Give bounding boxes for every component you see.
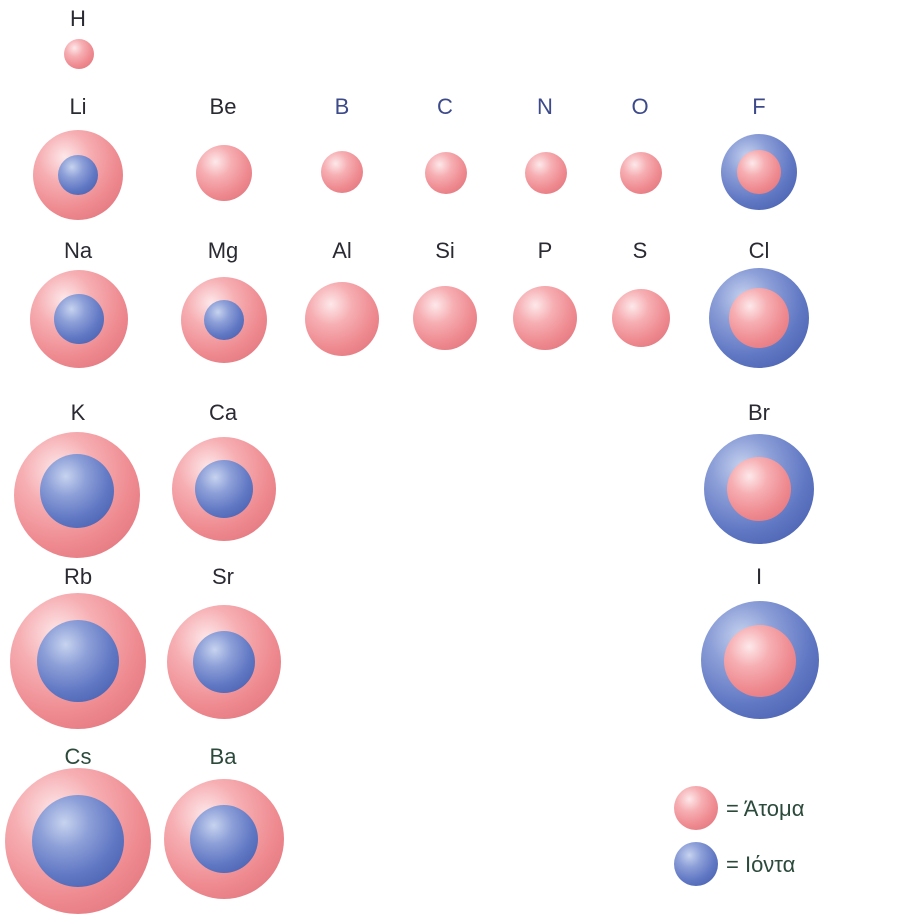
label-ca: Ca bbox=[208, 400, 238, 425]
atom-sphere-n bbox=[525, 152, 567, 194]
label-k: K bbox=[70, 400, 86, 425]
ion-sphere-ba bbox=[190, 805, 258, 873]
label-na: Na bbox=[63, 238, 93, 263]
label-c: C bbox=[437, 94, 453, 119]
atom-sphere-p bbox=[513, 286, 577, 350]
label-br: Br bbox=[748, 400, 770, 425]
ion-sphere-mg bbox=[204, 300, 244, 340]
label-b: B bbox=[334, 94, 350, 119]
label-s: S bbox=[632, 238, 648, 263]
label-be: Be bbox=[209, 94, 237, 119]
atom-sphere-b bbox=[321, 151, 363, 193]
legend-ion-swatch bbox=[674, 842, 718, 886]
label-p: P bbox=[537, 238, 553, 263]
legend-atom-swatch bbox=[674, 786, 718, 830]
atom-sphere-c bbox=[425, 152, 467, 194]
atom-sphere-f bbox=[737, 150, 781, 194]
label-cs: Cs bbox=[64, 744, 92, 769]
ion-sphere-sr bbox=[193, 631, 255, 693]
legend-atom-label: = Άτομα bbox=[726, 796, 805, 821]
atom-sphere-be bbox=[196, 145, 252, 201]
atom-sphere-si bbox=[413, 286, 477, 350]
ion-sphere-k bbox=[40, 454, 114, 528]
label-o: O bbox=[631, 94, 649, 119]
label-i: I bbox=[755, 564, 763, 589]
label-h: H bbox=[70, 6, 86, 31]
atom-sphere-s bbox=[612, 289, 670, 347]
ion-sphere-ca bbox=[195, 460, 253, 518]
label-ba: Ba bbox=[209, 744, 237, 769]
ion-sphere-cs bbox=[32, 795, 124, 887]
ion-sphere-li bbox=[58, 155, 98, 195]
label-mg: Mg bbox=[207, 238, 239, 263]
atom-sphere-br bbox=[727, 457, 791, 521]
ion-sphere-rb bbox=[37, 620, 119, 702]
legend-ion-label: = Ιόντα bbox=[726, 852, 796, 877]
label-sr: Sr bbox=[212, 564, 234, 589]
label-f: F bbox=[752, 94, 766, 119]
label-li: Li bbox=[69, 94, 87, 119]
label-rb: Rb bbox=[63, 564, 93, 589]
atom-sphere-h bbox=[64, 39, 94, 69]
atom-sphere-i bbox=[724, 625, 796, 697]
label-al: Al bbox=[332, 238, 352, 263]
ion-sphere-na bbox=[54, 294, 104, 344]
label-cl: Cl bbox=[748, 238, 770, 263]
label-n: N bbox=[537, 94, 553, 119]
atom-sphere-o bbox=[620, 152, 662, 194]
label-si: Si bbox=[435, 238, 455, 263]
atom-sphere-cl bbox=[729, 288, 789, 348]
atom-sphere-al bbox=[305, 282, 379, 356]
